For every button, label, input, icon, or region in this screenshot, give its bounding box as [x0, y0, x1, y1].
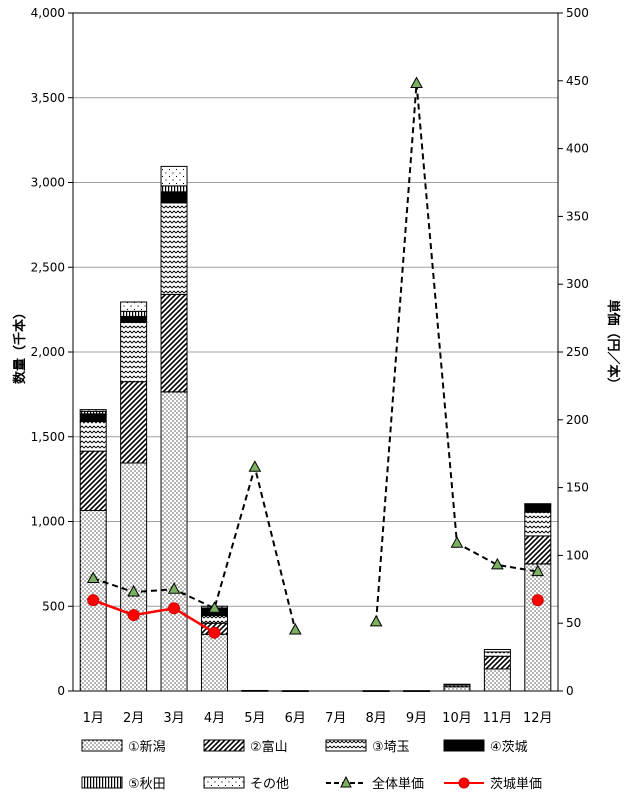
- point-marker: [208, 626, 221, 639]
- bar-segment: [120, 321, 148, 383]
- point-marker: [288, 622, 302, 635]
- point-marker: [531, 594, 544, 607]
- point-marker: [410, 76, 423, 89]
- x-tick-label: 12月: [523, 711, 553, 726]
- legend-marker: [458, 777, 470, 789]
- y2-tick-label: 250: [566, 345, 589, 359]
- legend-swatch: [443, 739, 485, 752]
- y2-tick-label: 450: [566, 74, 589, 88]
- bar-segment: [120, 310, 148, 317]
- point-marker: [168, 602, 181, 615]
- legend-label: ③埼玉: [372, 740, 410, 755]
- y-tick-label: 2,500: [31, 260, 65, 274]
- y2-tick-label: 200: [566, 413, 589, 427]
- bar-segment: [524, 563, 552, 692]
- bar-segment: [79, 413, 107, 422]
- bar-segment: [483, 655, 511, 670]
- point-marker: [450, 536, 464, 548]
- x-tick-label: 7月: [325, 711, 346, 726]
- legend-label: ④茨城: [490, 740, 528, 755]
- point-marker: [167, 582, 181, 594]
- y2-tick-label: 100: [566, 548, 589, 562]
- bar-segment: [160, 391, 188, 692]
- point-marker: [87, 594, 100, 607]
- bar-segment: [483, 651, 511, 657]
- point-marker: [531, 564, 545, 577]
- series-line: [92, 463, 297, 631]
- x-tick-label: 6月: [285, 711, 306, 726]
- bar-segment: [120, 315, 148, 323]
- bar-segment: [160, 165, 188, 187]
- bar-segment: [200, 633, 228, 692]
- bar-segment: [79, 409, 107, 412]
- series-line: [92, 598, 216, 634]
- x-tick-label: 5月: [244, 711, 265, 726]
- y2-axis-label: 単価（円／本）: [605, 299, 621, 390]
- y-tick-label: 2,000: [31, 345, 65, 359]
- y-tick-label: 0: [57, 684, 65, 698]
- y-tick-label: 1,500: [31, 430, 65, 444]
- bar-segment: [524, 503, 552, 506]
- bar-segment: [483, 668, 511, 692]
- bar-segment: [524, 504, 552, 513]
- y2-tick-label: 300: [566, 277, 589, 291]
- x-tick-label: 3月: [163, 711, 184, 726]
- y2-tick-label: 50: [566, 616, 581, 630]
- y-axis-label: 数量（千本）: [12, 306, 28, 384]
- legend-swatch: [81, 739, 123, 752]
- legend-marker: [340, 775, 352, 788]
- point-marker: [127, 584, 140, 597]
- plot-frame: [72, 12, 559, 692]
- x-tick-label: 4月: [204, 711, 225, 726]
- legend-swatch: [81, 776, 123, 789]
- x-tick-label: 1月: [83, 711, 104, 726]
- y-tick-label: 3,000: [31, 176, 65, 190]
- y2-tick-label: 0: [566, 684, 574, 698]
- y2-tick-label: 350: [566, 209, 589, 223]
- point-marker: [208, 601, 221, 613]
- bar-segment: [524, 535, 552, 565]
- bar-segment: [443, 686, 471, 692]
- legend-swatch: [325, 739, 367, 752]
- legend-label: ②富山: [250, 739, 288, 755]
- y2-tick-label: 500: [566, 6, 589, 20]
- bar-segment: [120, 381, 148, 464]
- bar-segment: [483, 648, 511, 653]
- bar-segment: [524, 511, 552, 537]
- point-marker: [491, 557, 504, 570]
- bar-segment: [160, 293, 188, 393]
- legend-label: 全体単価: [372, 776, 424, 792]
- legend-label: ①新潟: [128, 739, 166, 755]
- x-tick-label: 9月: [406, 711, 427, 726]
- y-tick-label: 1,000: [31, 515, 65, 529]
- bar-segment: [443, 683, 471, 686]
- x-tick-label: 10月: [442, 711, 472, 726]
- bar-segment: [200, 615, 228, 624]
- bar-segment: [120, 462, 148, 692]
- bar-segment: [79, 420, 107, 452]
- point-marker: [86, 571, 100, 583]
- x-tick-label: 8月: [365, 711, 386, 726]
- y2-tick-label: 150: [566, 481, 589, 495]
- point-marker: [369, 614, 383, 627]
- bar-segment: [79, 450, 107, 511]
- point-marker: [127, 609, 140, 622]
- y-tick-label: 4,000: [31, 6, 65, 20]
- y2-tick-label: 400: [566, 142, 589, 156]
- bar-segment: [160, 191, 188, 204]
- bar-segment: [160, 185, 188, 193]
- point-marker: [248, 460, 262, 472]
- legend-label: 茨城単価: [490, 776, 542, 792]
- legend-swatch: [203, 739, 245, 752]
- bar-segment: [120, 301, 148, 312]
- y-tick-label: 3,500: [31, 91, 65, 105]
- legend-swatch: [203, 776, 245, 789]
- legend-label: その他: [250, 777, 289, 792]
- bar-segment: [160, 202, 188, 295]
- legend-label: ⑤秋田: [128, 777, 166, 792]
- y-tick-label: 500: [42, 599, 65, 613]
- x-tick-label: 2月: [123, 711, 144, 726]
- x-tick-label: 11月: [483, 711, 513, 726]
